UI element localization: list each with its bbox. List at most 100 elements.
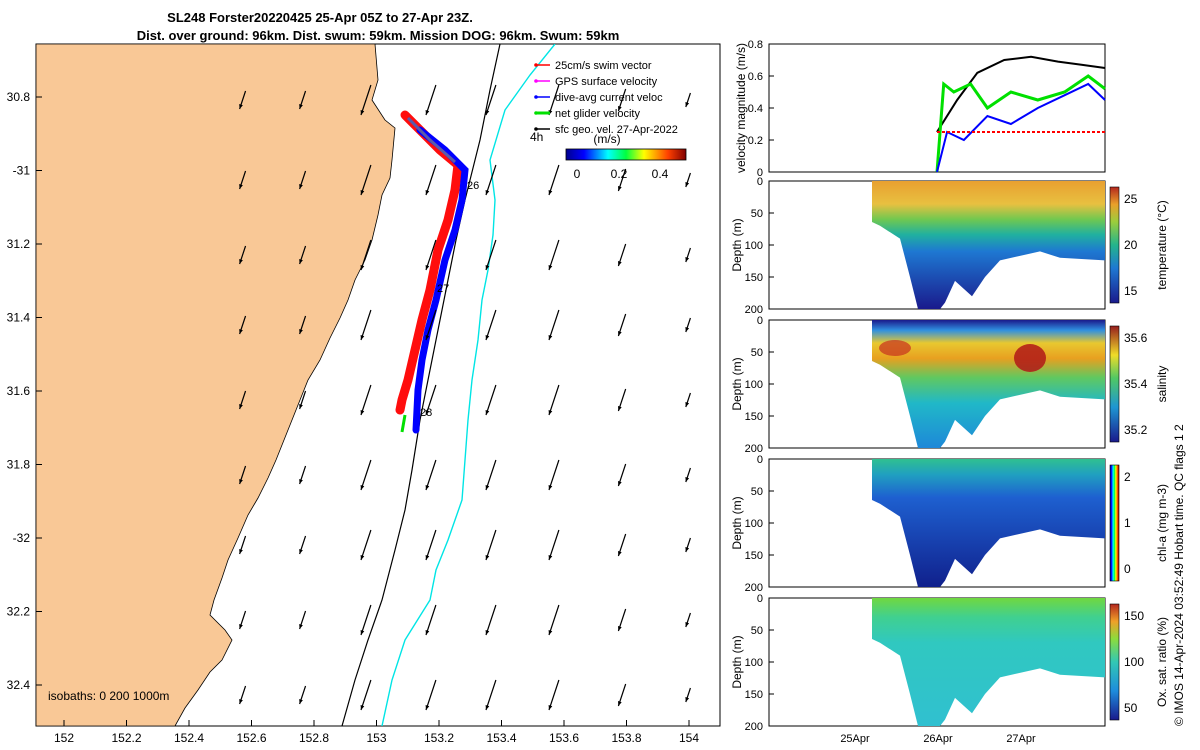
colorbar-title: (m/s) xyxy=(593,132,620,146)
velocity-arrow xyxy=(360,459,372,491)
velocity-arrow xyxy=(485,309,497,341)
velocity-arrow xyxy=(548,679,560,711)
depth-tick: 0 xyxy=(757,593,763,605)
colorbar-tick: 50 xyxy=(1124,701,1138,715)
depth-tick: 150 xyxy=(745,272,763,284)
velocity-arrow xyxy=(239,465,247,485)
profile-panel: 0 50 100 150 200 Depth (m) 2 1 0 chl-a (mg m-3) xyxy=(730,454,1169,594)
velocity-arrow xyxy=(485,239,497,271)
map-xtick: 153.2 xyxy=(424,731,454,745)
legend-item: dive-avg current veloc xyxy=(555,92,663,104)
profile-data xyxy=(872,181,1105,309)
velocity-arrow xyxy=(548,384,560,416)
velocity-arrow xyxy=(548,459,560,491)
map-xtick: 152.6 xyxy=(236,731,266,745)
day-label-28: 28 xyxy=(420,407,432,419)
day-label-26: 26 xyxy=(467,180,479,192)
panel-colorbar xyxy=(1109,464,1120,582)
colorbar-tick: 35.6 xyxy=(1124,331,1148,345)
velocity-arrow xyxy=(485,459,497,491)
velocity-arrow xyxy=(485,604,497,636)
colorbar-tick-2: 0.4 xyxy=(652,167,669,181)
glider-track xyxy=(395,110,469,434)
depth-label: Depth (m) xyxy=(730,357,744,410)
velocity-arrow xyxy=(360,239,372,271)
velocity-series-line xyxy=(935,74,1106,173)
speed-colorbar xyxy=(565,148,687,161)
map-xtick: 152.4 xyxy=(174,731,204,745)
velocity-arrow xyxy=(425,459,437,491)
map-ytick: 32.4 xyxy=(7,678,31,692)
velocity-arrow xyxy=(239,685,247,705)
velocity-ylabel: velocity magnitude (m/s) xyxy=(734,43,748,173)
velocity-arrow xyxy=(239,170,247,190)
velocity-arrow xyxy=(548,239,560,271)
velocity-arrow xyxy=(239,390,247,410)
velocity-arrow xyxy=(548,164,560,196)
depth-label: Depth (m) xyxy=(730,635,744,688)
velocity-arrow xyxy=(299,465,307,485)
velocity-ytick: 0 xyxy=(757,167,763,179)
velocity-arrow xyxy=(617,88,627,112)
title-line-1: SL248 Forster20220425 25-Apr 05Z to 27-A… xyxy=(167,10,473,25)
colorbar-tick: 15 xyxy=(1124,284,1138,298)
colorbar-tick: 150 xyxy=(1124,609,1144,623)
profile-panel: 0 50 100 150 200 Depth (m) 35.6 35.4 35.2 salinit… xyxy=(730,315,1169,455)
colorbar-label: chl-a (mg m-3) xyxy=(1155,484,1169,562)
depth-tick: 0 xyxy=(757,454,763,466)
depth-tick: 150 xyxy=(745,689,763,701)
velocity-arrow xyxy=(485,84,497,116)
depth-tick: 50 xyxy=(751,625,763,637)
title-line-2: Dist. over ground: 96km. Dist. swum: 59k… xyxy=(137,28,620,43)
map-xtick: 152.8 xyxy=(299,731,329,745)
velocity-arrow xyxy=(425,604,437,636)
velocity-arrow xyxy=(617,608,627,632)
colorbar-tick: 35.4 xyxy=(1124,377,1148,391)
depth-tick: 50 xyxy=(751,208,763,220)
velocity-arrow xyxy=(360,164,372,196)
map-ytick: 31.2 xyxy=(7,237,31,251)
map-ytick: 31.4 xyxy=(7,311,31,325)
depth-tick: 150 xyxy=(745,550,763,562)
colorbar-label: temperature (°C) xyxy=(1155,200,1169,290)
velocity-arrow xyxy=(617,313,627,337)
depth-tick: 0 xyxy=(757,315,763,327)
map-xtick: 153.6 xyxy=(549,731,579,745)
depth-tick: 200 xyxy=(745,443,763,455)
velocity-ytick: 0.4 xyxy=(748,103,763,115)
depth-tick: 100 xyxy=(745,240,763,252)
time-tick-25apr: 25Apr xyxy=(840,733,870,745)
velocity-panel: 0 0.2 0.4 0.6 0.8 velocity magnitude (m/s) xyxy=(734,39,1106,179)
map-ytick: -32 xyxy=(13,531,31,545)
velocity-arrow xyxy=(299,610,307,630)
velocity-ytick: 0.2 xyxy=(748,135,763,147)
velocity-arrow xyxy=(485,679,497,711)
legend-item: net glider velocity xyxy=(555,108,640,120)
land xyxy=(36,44,396,726)
colorbar-tick: 20 xyxy=(1124,238,1138,252)
velocity-arrow xyxy=(685,317,691,333)
velocity-ytick: 0.6 xyxy=(748,71,763,83)
map-xtick: 154 xyxy=(679,731,699,745)
velocity-arrow xyxy=(299,535,307,555)
colorbar-tick: 100 xyxy=(1124,655,1144,669)
velocity-arrow xyxy=(548,529,560,561)
geostrophic-velocity-arrows xyxy=(239,84,691,711)
map-y-ticks: 30.8 -31 31.2 31.4 31.6 31.8 -32 32.2 32.4 xyxy=(7,90,42,692)
velocity-arrow xyxy=(239,610,247,630)
map-xtick: 152.2 xyxy=(111,731,141,745)
map-ytick: 32.2 xyxy=(7,605,31,619)
map-ytick: 31.8 xyxy=(7,458,31,472)
legend-item: GPS surface velocity xyxy=(555,76,658,88)
depth-tick: 100 xyxy=(745,518,763,530)
velocity-series-line xyxy=(936,82,1106,173)
velocity-arrow xyxy=(239,245,247,265)
colorbar-tick: 2 xyxy=(1124,470,1131,484)
colorbar-label: salinity xyxy=(1155,366,1169,403)
velocity-arrow xyxy=(425,529,437,561)
velocity-arrow xyxy=(685,537,691,553)
map-x-ticks: 152 152.2 152.4 152.6 152.8 153 153.2 153.4 153.… xyxy=(54,720,699,745)
velocity-arrow xyxy=(685,687,691,703)
